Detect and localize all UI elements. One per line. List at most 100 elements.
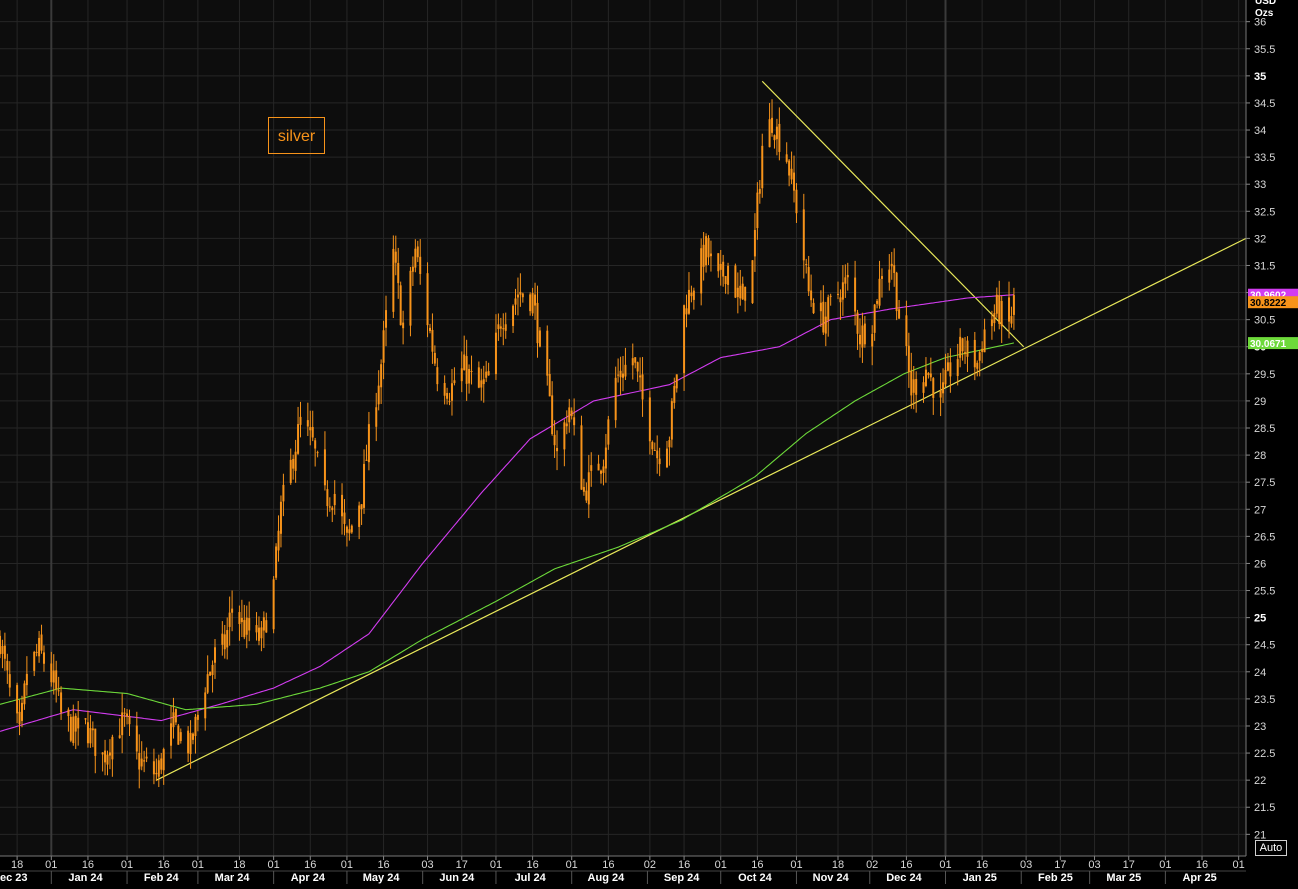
candle-body: [272, 579, 275, 630]
y-tick-label: 21: [1254, 829, 1266, 841]
candle-body: [705, 236, 708, 266]
candle-body: [622, 373, 624, 378]
candle-body: [326, 489, 329, 507]
candle-body: [316, 452, 319, 454]
candle-body: [802, 209, 805, 261]
y-tick-label: 29.5: [1254, 369, 1275, 381]
candle-body: [221, 633, 224, 645]
candle-body: [739, 285, 742, 299]
candle-body: [382, 330, 385, 363]
x-day-label: 02: [644, 859, 656, 871]
candle-body: [348, 529, 351, 534]
candle-body: [143, 760, 146, 762]
candle-body: [431, 329, 434, 352]
candle-body: [912, 379, 915, 393]
x-month-label: Jun 24: [439, 872, 475, 884]
candle-body: [350, 525, 353, 533]
y-tick-label: 35: [1254, 71, 1266, 83]
candle-body: [343, 512, 346, 524]
candle-body: [231, 608, 234, 613]
candle-body: [86, 722, 89, 744]
candle-body: [648, 397, 651, 442]
x-day-label: 16: [976, 859, 988, 871]
candle-body: [162, 749, 165, 771]
candle-body: [294, 451, 297, 471]
candle-body: [563, 422, 566, 450]
candle-body: [397, 263, 400, 284]
candle-body: [211, 664, 214, 675]
candle-body: [998, 295, 1001, 324]
candle-body: [775, 126, 778, 140]
candle-body: [275, 546, 278, 578]
candle-body: [751, 260, 754, 304]
candle-body: [990, 319, 993, 327]
candle-body: [331, 507, 334, 511]
candle-body: [976, 362, 979, 369]
candle-body: [497, 324, 500, 330]
candle-body: [915, 379, 918, 395]
candle-body: [805, 263, 808, 265]
candle-body: [394, 251, 397, 263]
candle-body: [170, 723, 173, 746]
candle-body: [604, 447, 607, 469]
candle-body: [785, 154, 788, 162]
candle-body: [956, 359, 959, 377]
series-annotation[interactable]: silver: [268, 117, 325, 154]
x-day-label: 01: [790, 859, 802, 871]
candle-body: [311, 426, 314, 438]
candle-body: [966, 340, 969, 357]
candle-body: [687, 289, 690, 314]
candle-body: [673, 385, 676, 403]
candle-body: [121, 712, 124, 736]
candle-body: [548, 373, 551, 397]
candle-body: [223, 634, 226, 650]
candle-body: [519, 291, 522, 295]
candle-body: [812, 302, 815, 314]
candle-body: [795, 189, 798, 214]
candle-body: [502, 328, 505, 330]
candle-body: [942, 382, 945, 394]
candle-body: [328, 506, 331, 508]
candle-body: [514, 298, 517, 305]
y-tick-label: 22: [1254, 775, 1266, 787]
candle-body: [685, 308, 688, 315]
candle-body: [858, 334, 861, 345]
ma-line-green: [0, 342, 1015, 711]
candle-body: [265, 620, 268, 633]
candle-body: [33, 651, 36, 671]
candle-body: [152, 761, 155, 775]
candle-body: [0, 635, 1, 655]
candle-body: [898, 309, 901, 319]
candle-body: [570, 410, 573, 416]
candle-body: [824, 316, 827, 334]
candle-body: [890, 263, 893, 267]
y-tick-label: 22.5: [1254, 748, 1275, 760]
x-month-label: Mar 25: [1106, 872, 1141, 884]
auto-scale-button[interactable]: Auto: [1255, 840, 1287, 856]
candle-body: [573, 417, 576, 426]
x-day-label: 03: [1088, 859, 1100, 871]
candle-body: [702, 244, 705, 267]
candle-body: [189, 732, 192, 755]
candle-body: [8, 674, 11, 688]
candle-body: [238, 612, 241, 625]
candle-body: [568, 407, 571, 423]
candle-body: [556, 447, 559, 452]
candle-body: [363, 463, 366, 508]
candle-body: [580, 425, 583, 490]
candle-body: [277, 530, 280, 551]
candle-body: [981, 348, 984, 352]
year-dividers: [50, 0, 947, 856]
candle-body: [443, 383, 446, 396]
candle-body: [257, 627, 260, 641]
candle-body: [929, 373, 932, 378]
candle-body: [895, 272, 898, 312]
x-day-label: 03: [421, 859, 433, 871]
candle-body: [172, 712, 175, 728]
candle-body: [292, 458, 295, 469]
candle-body: [436, 367, 439, 385]
candle-body: [788, 160, 791, 176]
candle-body: [411, 266, 414, 272]
